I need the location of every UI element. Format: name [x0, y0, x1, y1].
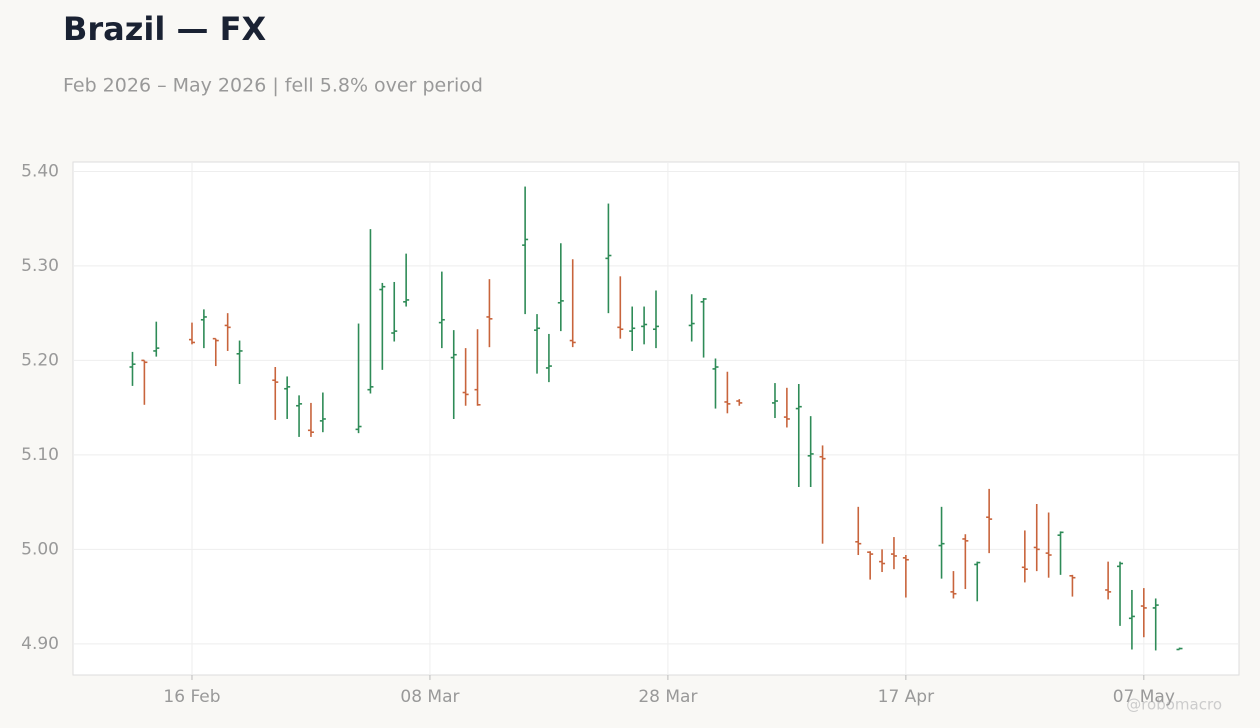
- y-tick-label: 5.30: [21, 256, 59, 276]
- x-tick-label: 08 Mar: [400, 687, 459, 707]
- y-tick-label: 5.00: [21, 539, 59, 559]
- x-tick-label: 07 May: [1113, 687, 1175, 707]
- x-tick-label: 17 Apr: [878, 687, 934, 707]
- chart-subtitle: Feb 2026 – May 2026 | fell 5.8% over per…: [63, 75, 483, 97]
- x-tick-label: 16 Feb: [163, 687, 220, 707]
- y-tick-label: 5.40: [21, 161, 59, 181]
- y-tick-label: 5.10: [21, 445, 59, 465]
- y-tick-label: 5.20: [21, 350, 59, 370]
- y-tick-label: 4.90: [21, 634, 59, 654]
- plot-area: [72, 161, 1240, 676]
- watermark: @robomacro: [1126, 696, 1222, 714]
- chart-title: Brazil — FX: [63, 10, 266, 48]
- x-tick-label: 28 Mar: [638, 687, 697, 707]
